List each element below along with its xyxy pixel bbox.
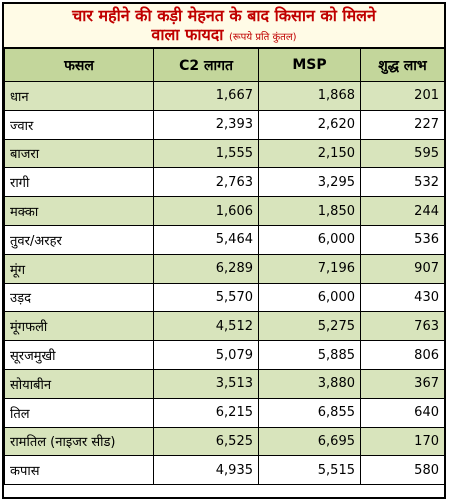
table-frame: चार महीने की कड़ी मेहनत के बाद किसान को … bbox=[2, 2, 446, 499]
c2-cost-cell: 4,935 bbox=[153, 455, 259, 486]
c2-cost-cell: 2,763 bbox=[153, 167, 259, 198]
table-row: धान 1,667 1,868 201 bbox=[4, 81, 445, 111]
crop-cell: रागी bbox=[4, 167, 154, 198]
msp-cell: 6,695 bbox=[258, 426, 361, 457]
table-row: मूंग 6,289 7,196 907 bbox=[4, 253, 445, 284]
crop-cell: मूंगफली bbox=[4, 311, 154, 342]
crop-cell: सूरजमुखी bbox=[4, 340, 154, 370]
crop-cell: रामतिल (नाइजर सीड) bbox=[4, 426, 154, 457]
c2-cost-cell: 5,079 bbox=[153, 340, 259, 370]
c2-cost-cell: 2,393 bbox=[153, 109, 259, 140]
table-row: सूरजमुखी 5,079 5,885 806 bbox=[4, 340, 445, 370]
header-c2-cost: C2 लागत bbox=[153, 48, 259, 82]
table-body: धान 1,667 1,868 201 ज्वार 2,393 2,620 227 बाजरा 1… bbox=[4, 81, 445, 486]
net-profit-cell: 227 bbox=[360, 109, 445, 140]
msp-cell: 3,880 bbox=[258, 368, 361, 399]
title-line-2: वाला फायदा (रूपये प्रति कुंतल) bbox=[10, 25, 438, 47]
table-row: रागी 2,763 3,295 532 bbox=[4, 167, 445, 198]
crop-cell: कपास bbox=[4, 455, 154, 486]
c2-cost-cell: 5,464 bbox=[153, 224, 259, 255]
header-msp: MSP bbox=[258, 48, 361, 82]
msp-cell: 5,275 bbox=[258, 311, 361, 342]
crop-cell: उड़द bbox=[4, 282, 154, 313]
msp-cell: 6,000 bbox=[258, 224, 361, 255]
msp-cell: 5,515 bbox=[258, 455, 361, 486]
table-row: तुवर/अरहर 5,464 6,000 536 bbox=[4, 224, 445, 255]
net-profit-cell: 244 bbox=[360, 196, 445, 226]
msp-cell: 3,295 bbox=[258, 167, 361, 198]
table-row: कपास 4,935 5,515 580 bbox=[4, 455, 445, 486]
header-net-profit: शुद्ध लाभ bbox=[360, 48, 445, 82]
net-profit-cell: 430 bbox=[360, 282, 445, 313]
crop-cell: धान bbox=[4, 81, 154, 111]
c2-cost-cell: 4,512 bbox=[153, 311, 259, 342]
net-profit-cell: 367 bbox=[360, 368, 445, 399]
table-row: मक्का 1,606 1,850 244 bbox=[4, 196, 445, 226]
net-profit-cell: 536 bbox=[360, 224, 445, 255]
c2-cost-cell: 6,289 bbox=[153, 253, 259, 284]
msp-cell: 2,150 bbox=[258, 138, 361, 169]
net-profit-cell: 580 bbox=[360, 455, 445, 486]
c2-cost-cell: 1,667 bbox=[153, 81, 259, 111]
crop-cell: तिल bbox=[4, 397, 154, 428]
msp-cell: 5,885 bbox=[258, 340, 361, 370]
msp-cell: 1,850 bbox=[258, 196, 361, 226]
c2-cost-cell: 1,606 bbox=[153, 196, 259, 226]
table-row: बाजरा 1,555 2,150 595 bbox=[4, 138, 445, 169]
c2-cost-cell: 6,215 bbox=[153, 397, 259, 428]
c2-cost-cell: 1,555 bbox=[153, 138, 259, 169]
table-row: तिल 6,215 6,855 640 bbox=[4, 397, 445, 428]
header-row: फसल C2 लागत MSP शुद्ध लाभ bbox=[4, 48, 445, 82]
title-unit: (रूपये प्रति कुंतल) bbox=[229, 32, 297, 43]
c2-cost-cell: 5,570 bbox=[153, 282, 259, 313]
crop-cell: सोयाबीन bbox=[4, 368, 154, 399]
table-row: ज्वार 2,393 2,620 227 bbox=[4, 109, 445, 140]
title-line-2-text: वाला फायदा bbox=[151, 25, 224, 44]
net-profit-cell: 170 bbox=[360, 426, 445, 457]
table-row: रामतिल (नाइजर सीड) 6,525 6,695 170 bbox=[4, 426, 445, 457]
net-profit-cell: 763 bbox=[360, 311, 445, 342]
net-profit-cell: 595 bbox=[360, 138, 445, 169]
table-row: मूंगफली 4,512 5,275 763 bbox=[4, 311, 445, 342]
msp-cell: 6,000 bbox=[258, 282, 361, 313]
crop-cell: मक्का bbox=[4, 196, 154, 226]
net-profit-cell: 201 bbox=[360, 81, 445, 111]
crop-cell: ज्वार bbox=[4, 109, 154, 140]
msp-cell: 7,196 bbox=[258, 253, 361, 284]
header-crop: फसल bbox=[4, 48, 154, 82]
table-title: चार महीने की कड़ी मेहनत के बाद किसान को … bbox=[4, 4, 444, 48]
title-line-1: चार महीने की कड़ी मेहनत के बाद किसान को … bbox=[72, 6, 376, 25]
table-row: सोयाबीन 3,513 3,880 367 bbox=[4, 368, 445, 399]
msp-cell: 1,868 bbox=[258, 81, 361, 111]
crop-cell: तुवर/अरहर bbox=[4, 224, 154, 255]
c2-cost-cell: 6,525 bbox=[153, 426, 259, 457]
net-profit-cell: 640 bbox=[360, 397, 445, 428]
net-profit-cell: 532 bbox=[360, 167, 445, 198]
net-profit-cell: 806 bbox=[360, 340, 445, 370]
table-row: उड़द 5,570 6,000 430 bbox=[4, 282, 445, 313]
msp-profit-table: फसल C2 लागत MSP शुद्ध लाभ धान 1,667 1,868 2… bbox=[4, 48, 445, 486]
c2-cost-cell: 3,513 bbox=[153, 368, 259, 399]
msp-cell: 2,620 bbox=[258, 109, 361, 140]
msp-cell: 6,855 bbox=[258, 397, 361, 428]
net-profit-cell: 907 bbox=[360, 253, 445, 284]
crop-cell: बाजरा bbox=[4, 138, 154, 169]
crop-cell: मूंग bbox=[4, 253, 154, 284]
